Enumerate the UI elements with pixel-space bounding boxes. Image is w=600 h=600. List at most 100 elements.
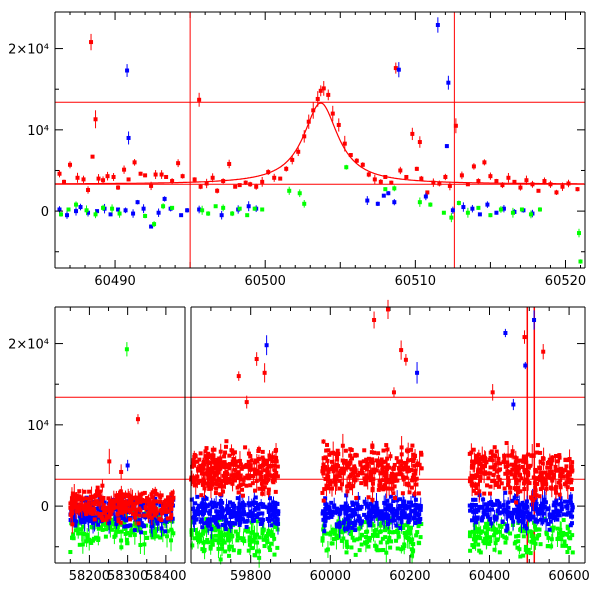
green-data-point: [273, 524, 278, 529]
red-data-point: [261, 463, 266, 468]
blue-data-point: [91, 520, 96, 525]
red-data-point: [191, 480, 196, 485]
green-data-point: [330, 541, 335, 546]
red-data-point: [514, 487, 519, 492]
red-data-point: [506, 453, 511, 458]
green-data-point: [344, 539, 349, 544]
blue-data-point: [509, 516, 514, 521]
green-data-point: [151, 518, 156, 523]
blue-data-point: [365, 516, 370, 521]
blue-data-point: [473, 503, 478, 508]
red-data-point: [518, 185, 523, 190]
green-data-point: [483, 536, 488, 541]
red-data-point: [216, 470, 221, 475]
green-data-point: [449, 215, 454, 220]
red-data-point: [82, 489, 87, 494]
red-data-point: [150, 490, 155, 495]
red-data-point: [121, 494, 126, 499]
red-data-point: [236, 464, 241, 469]
green-data-point: [357, 536, 362, 541]
red-data-point: [153, 499, 158, 504]
blue-data-point: [156, 210, 161, 215]
red-data-point: [306, 119, 311, 124]
red-data-point: [354, 495, 359, 500]
red-data-point: [569, 465, 574, 470]
green-data-point: [91, 525, 96, 530]
red-data-point: [207, 486, 212, 491]
blue-data-point: [325, 511, 330, 516]
red-data-point: [112, 498, 117, 503]
green-data-point: [231, 548, 236, 553]
blue-data-point: [265, 505, 270, 510]
green-data-point: [227, 547, 232, 552]
red-data-point: [272, 175, 277, 180]
green-data-point: [119, 538, 124, 543]
red-data-point: [128, 496, 133, 501]
blue-data-point: [272, 506, 277, 511]
blue-data-point: [531, 507, 536, 512]
red-data-point: [340, 471, 345, 476]
red-data-point: [153, 172, 158, 177]
red-data-point: [364, 476, 369, 481]
blue-data-point: [365, 503, 370, 508]
red-data-point: [512, 462, 517, 467]
red-data-point: [116, 519, 121, 524]
blue-data-point: [237, 522, 242, 527]
red-data-point: [505, 464, 510, 469]
red-data-point: [150, 495, 155, 500]
blue-data-point: [197, 207, 202, 212]
red-data-point: [541, 349, 546, 354]
red-data-point: [336, 451, 341, 456]
red-data-point: [62, 179, 67, 184]
green-data-point: [378, 529, 383, 534]
red-data-point: [204, 446, 209, 451]
red-data-point: [467, 451, 472, 456]
blue-data-point: [253, 495, 258, 500]
blue-data-point: [471, 497, 476, 502]
blue-data-point: [329, 500, 334, 505]
red-data-point: [557, 453, 562, 458]
blue-data-point: [346, 507, 351, 512]
blue-data-point: [476, 508, 481, 513]
blue-data-point: [320, 511, 325, 516]
blue-data-point: [238, 503, 243, 508]
red-data-point: [379, 471, 384, 476]
red-data-point: [482, 464, 487, 469]
red-data-point: [394, 456, 399, 461]
red-data-point: [238, 473, 243, 478]
green-data-point: [402, 530, 407, 535]
green-data-point: [384, 550, 389, 555]
red-data-point: [509, 462, 514, 467]
blue-data-point: [224, 507, 229, 512]
red-data-point: [330, 459, 335, 464]
blue-data-point: [253, 501, 258, 506]
red-data-point: [273, 449, 278, 454]
blue-data-point: [87, 515, 92, 520]
blue-data-point: [264, 343, 269, 348]
blue-data-point: [568, 498, 573, 503]
red-data-point: [554, 190, 559, 195]
red-data-point: [264, 462, 269, 467]
red-data-point: [240, 487, 245, 492]
red-data-point: [199, 493, 204, 498]
green-data-point: [570, 533, 575, 538]
red-data-point: [149, 183, 154, 188]
green-data-point: [531, 538, 536, 543]
blue-data-point: [65, 213, 70, 218]
red-data-point: [197, 479, 202, 484]
blue-data-point: [151, 515, 156, 520]
red-data-point: [378, 461, 383, 466]
blue-data-point: [517, 502, 522, 507]
green-data-point: [521, 534, 526, 539]
x-tick-label: 60490: [94, 274, 135, 289]
blue-data-point: [159, 526, 164, 531]
red-data-point: [101, 503, 106, 508]
red-data-point: [132, 160, 137, 165]
red-data-point: [524, 178, 529, 183]
green-data-point: [272, 552, 277, 557]
green-data-point: [374, 544, 379, 549]
blue-data-point: [235, 496, 240, 501]
blue-data-point: [326, 515, 331, 520]
red-data-point: [381, 460, 386, 465]
blue-data-point: [383, 501, 388, 506]
